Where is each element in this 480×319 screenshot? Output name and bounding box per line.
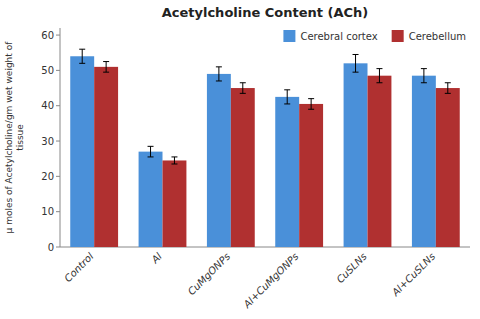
x-tick-label: Al+CuMgONPs — [241, 251, 301, 311]
y-tick-label: 60 — [41, 30, 54, 41]
bar — [70, 56, 94, 247]
error-bar — [216, 67, 222, 81]
error-bar — [171, 157, 177, 164]
y-tick-label: 10 — [41, 206, 54, 217]
error-bar — [284, 90, 290, 104]
error-bar — [421, 69, 427, 83]
y-tick-label: 40 — [41, 100, 54, 111]
chart: Acetylcholine Content (ACh) μ moles of Ac… — [0, 0, 480, 319]
legend-swatch — [392, 30, 404, 42]
x-axis-line — [60, 247, 470, 248]
error-bar — [103, 62, 109, 73]
error-bar — [308, 99, 314, 110]
y-tick-label: 0 — [48, 242, 54, 253]
legend-label: Cerebellum — [409, 31, 466, 42]
bar — [231, 88, 255, 247]
x-tick-label: CuSLNs — [334, 251, 369, 286]
bar — [368, 76, 392, 247]
x-tick-label: Al — [149, 250, 164, 265]
y-axis-line — [60, 28, 61, 247]
y-tick-label: 30 — [41, 136, 54, 147]
y-tick — [56, 211, 60, 212]
bar — [344, 63, 368, 247]
x-tick-label: Al+CuSLNs — [389, 251, 437, 299]
y-tick — [56, 247, 60, 248]
error-bar — [445, 83, 451, 94]
y-tick — [56, 70, 60, 71]
x-tick-label: Control — [62, 250, 96, 284]
error-bar — [353, 54, 359, 72]
error-bar — [376, 69, 382, 83]
y-tick — [56, 35, 60, 36]
y-tick-label: 20 — [41, 171, 54, 182]
error-bar — [240, 83, 246, 94]
bar — [275, 97, 299, 247]
legend: Cerebral cortex Cerebellum — [283, 30, 466, 42]
y-tick-label: 50 — [41, 65, 54, 76]
legend-item: Cerebellum — [392, 30, 466, 42]
y-tick — [56, 141, 60, 142]
legend-label: Cerebral cortex — [300, 31, 377, 42]
bar — [207, 74, 231, 247]
plot-area — [70, 49, 460, 247]
bar — [163, 160, 187, 247]
bar — [94, 67, 118, 247]
bar — [412, 76, 436, 247]
y-tick — [56, 105, 60, 106]
error-bar — [79, 49, 85, 63]
x-tick-label: CuMgONPs — [186, 251, 233, 298]
bar — [436, 88, 460, 247]
y-tick — [56, 176, 60, 177]
bar — [139, 152, 163, 247]
legend-item: Cerebral cortex — [283, 30, 377, 42]
error-bar — [148, 146, 154, 157]
legend-swatch — [283, 30, 295, 42]
bar — [299, 104, 323, 247]
y-axis-label: μ moles of Acetylcholine/gm wet weight o… — [4, 41, 25, 234]
title: Acetylcholine Content (ACh) — [162, 5, 369, 20]
